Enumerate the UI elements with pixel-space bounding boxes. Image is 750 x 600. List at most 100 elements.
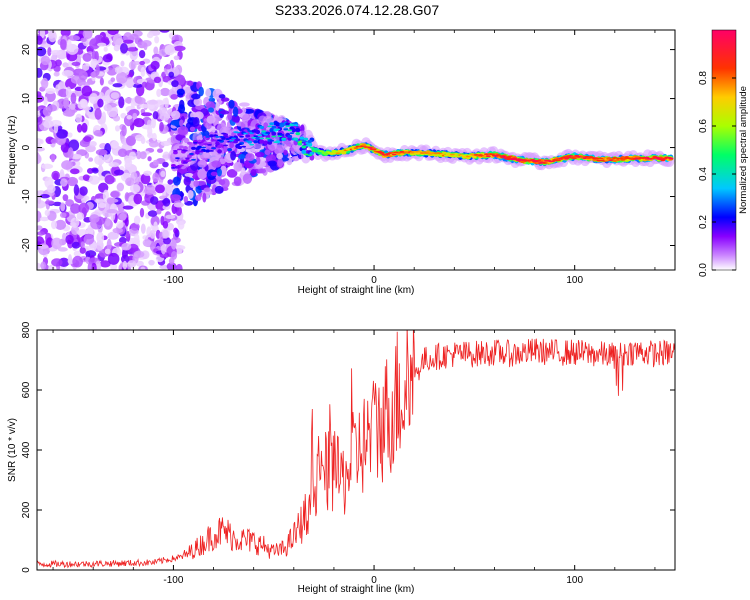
colorbar-gradient: [711, 29, 737, 271]
spectrogram-ridge: [253, 140, 259, 144]
spectrogram-ridge: [606, 157, 612, 160]
spectrogram-speckle: [139, 103, 150, 109]
spectrogram-speckle: [98, 202, 107, 208]
spectrogram-ridge: [618, 157, 624, 160]
spectrogram-ridge: [227, 148, 233, 152]
spectrogram-ridge: [213, 134, 218, 137]
spectrogram-speckle: [203, 187, 211, 192]
spectrogram-ridge: [275, 128, 281, 131]
spectrogram-ridge: [269, 139, 275, 142]
spectrogram-ridge: [269, 127, 275, 133]
spectrogram-speckle: [61, 160, 74, 170]
spectrogram-image: [37, 30, 675, 270]
spectrogram-ridge: [217, 139, 222, 142]
spectrogram-ridge: [293, 124, 299, 127]
spectrogram-speckle: [124, 217, 129, 227]
spectrogram-ridge: [173, 151, 178, 155]
spectrogram-speckle: [88, 157, 94, 162]
spectrogram-ridge: [259, 125, 265, 129]
spectrogram-speckle: [37, 262, 41, 269]
spectrogram-speckle: [147, 132, 154, 139]
spectrogram-speckle: [105, 217, 111, 227]
spectrogram-speckle: [173, 55, 180, 61]
spectrogram-speckle: [61, 70, 74, 77]
spectrogram-speckle: [71, 61, 81, 66]
spectrogram-speckle: [44, 209, 50, 216]
spectrogram-speckle: [40, 43, 52, 48]
spectrogram-speckle: [62, 232, 67, 241]
spectrogram-ridge: [221, 132, 226, 135]
spectrogram-speckle: [79, 186, 88, 196]
spectrogram-ridge: [249, 143, 255, 146]
spectrogram-speckle: [65, 86, 72, 99]
spectrogram-ridge: [323, 153, 329, 155]
spectrogram-ridge: [305, 144, 311, 147]
spectrogram-ridge: [271, 131, 277, 136]
spectrogram-speckle: [183, 196, 189, 203]
spectrogram-speckle: [116, 221, 124, 229]
spectrogram-speckle: [226, 169, 238, 178]
spectrogram-ridge: [449, 153, 455, 156]
spectrogram-speckle: [170, 239, 177, 250]
spectrogram-speckle: [73, 250, 82, 257]
spectrogram-ridge: [179, 164, 184, 167]
spectrogram-speckle: [162, 229, 169, 239]
spectrogram-ridge: [223, 146, 228, 153]
spectrogram-speckle: [168, 71, 175, 78]
spectrogram-speckle: [110, 77, 116, 83]
spectrogram-ridge: [303, 137, 309, 141]
spectrogram-ridge: [504, 157, 509, 160]
spectrogram-speckle: [120, 42, 128, 54]
spectrogram-ridge: [211, 147, 216, 150]
spectrogram-speckle: [55, 59, 62, 67]
spectrogram-speckle: [159, 113, 170, 121]
spectrogram-speckle: [48, 30, 57, 43]
spectrogram-ridge: [582, 157, 588, 159]
spectrogram-speckle: [122, 39, 134, 44]
spectrogram-ridge: [550, 160, 556, 163]
spectrogram-speckle: [141, 81, 148, 88]
spectrogram-speckle: [91, 262, 97, 270]
spectrogram-ridge: [584, 155, 590, 158]
spectrogram-speckle: [205, 88, 212, 98]
spectrogram-speckle: [40, 261, 47, 270]
spectrogram-speckle: [70, 217, 80, 228]
spectrogram-ridge: [337, 149, 343, 152]
spectrogram-speckle: [153, 46, 159, 55]
spectrogram-speckle: [50, 138, 58, 144]
spectrogram-speckle: [50, 153, 56, 163]
spectrogram-speckle: [171, 110, 181, 120]
spectrogram-speckle: [122, 205, 134, 210]
spectrogram-speckle: [103, 104, 112, 112]
spectrogram-speckle: [80, 98, 89, 109]
spectrogram-speckle: [147, 156, 152, 162]
spectrogram-speckle: [152, 172, 159, 183]
spectrogram-ridge: [241, 145, 247, 148]
spectrogram-ridge: [297, 142, 303, 146]
spectrogram-speckle: [143, 42, 148, 51]
spectrogram-ridge: [255, 137, 261, 140]
spectrogram-ridge: [189, 153, 194, 155]
spectrogram-speckle: [184, 172, 194, 177]
spectrogram-speckle: [245, 152, 255, 162]
spectrogram-ridge: [171, 167, 176, 169]
spectrogram-speckle: [150, 196, 159, 205]
spectrogram-speckle: [138, 50, 146, 59]
spectrogram-speckle: [44, 115, 53, 122]
snr-panel: -100 0 100 0 200 400 600 800 Height of straight…: [7, 321, 676, 595]
spectrogram-speckle: [189, 126, 196, 132]
spectrogram-speckle: [267, 160, 277, 167]
spectrogram-ridge: [231, 131, 237, 137]
spectrogram-x-tick-label: 0: [371, 275, 377, 286]
spectrogram-speckle: [175, 263, 183, 270]
spectrogram-speckle: [83, 233, 95, 245]
spectrogram-speckle: [37, 111, 41, 118]
spectrogram-ridge: [185, 157, 190, 160]
spectrogram-speckle: [113, 169, 124, 176]
spectrogram-speckle: [53, 123, 59, 134]
spectrogram-ridge: [275, 122, 281, 127]
spectrogram-ridge: [247, 130, 253, 132]
spectrogram-ridge: [229, 142, 235, 149]
spectrogram-speckle: [240, 167, 246, 176]
spectrogram-speckle: [159, 121, 164, 132]
